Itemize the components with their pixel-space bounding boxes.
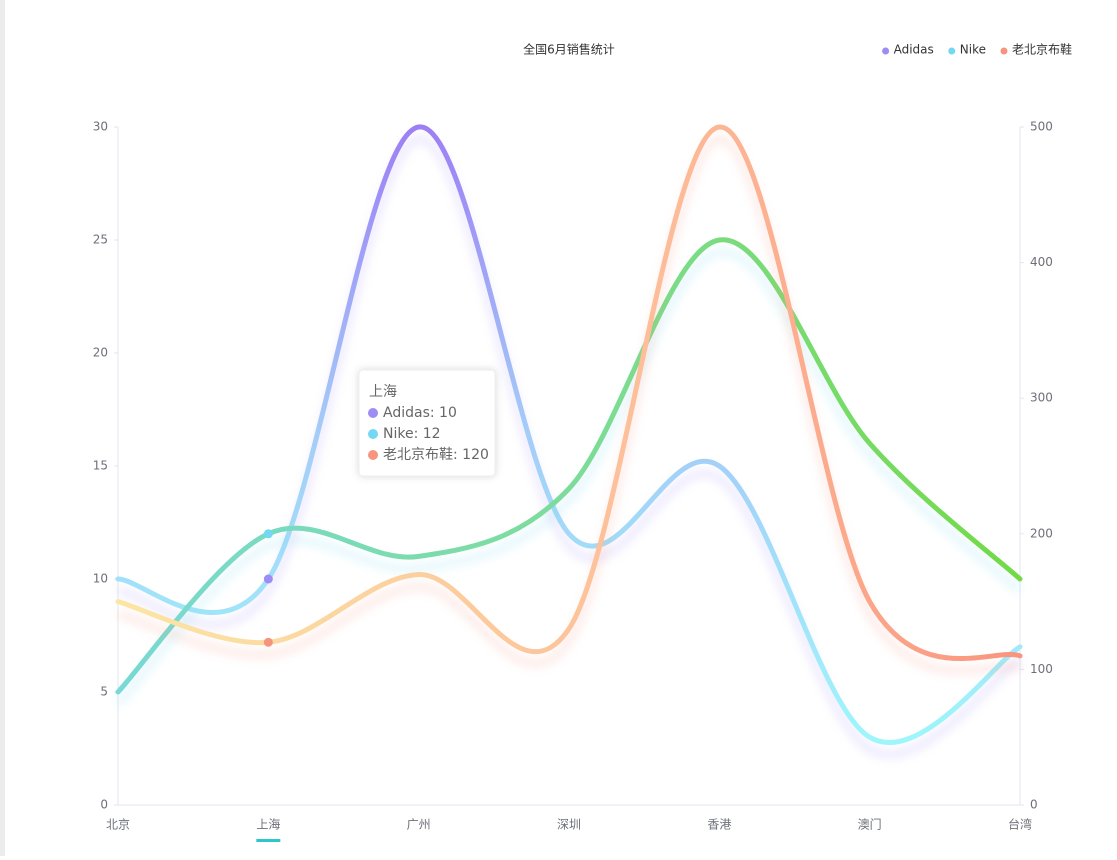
series-line	[115, 124, 1023, 662]
legend-marker	[948, 47, 956, 55]
x-tick-label: 上海	[256, 817, 280, 832]
tooltip-item: 老北京布鞋: 120	[383, 447, 489, 463]
y-tick-label: 10	[93, 572, 108, 586]
line-shadow	[115, 248, 1023, 707]
x-tick-label: 北京	[106, 818, 130, 832]
chart-title: 全国6月销售统计	[523, 42, 615, 57]
y2-tick-label: 0	[1030, 798, 1038, 812]
series-line	[115, 124, 1023, 746]
legend-marker	[882, 47, 890, 55]
y2-tick-label: 400	[1030, 255, 1053, 269]
line-shadow	[117, 135, 1022, 674]
axis-pointer	[256, 839, 281, 842]
tooltip-item: Adidas: 10	[383, 405, 457, 421]
tooltip-marker	[368, 408, 378, 418]
hover-point	[263, 574, 273, 584]
y-tick-label: 0	[100, 798, 108, 812]
tooltip: 上海 Adidas: 10 Nike: 12 老北京布鞋: 120	[358, 369, 496, 477]
x-tick-label: 深圳	[557, 818, 581, 832]
tooltip-item: Nike: 12	[383, 426, 441, 442]
legend-marker	[1000, 47, 1008, 55]
legend-label: Nike	[960, 43, 986, 57]
y2-tick-label: 500	[1030, 120, 1053, 134]
y-tick-label: 5	[100, 685, 108, 699]
y2-tick-label: 200	[1030, 526, 1053, 540]
y-tick-label: 25	[93, 233, 108, 247]
page-edge	[0, 0, 5, 856]
line-shadow	[117, 136, 1022, 758]
y-tick-label: 20	[93, 346, 108, 360]
y2-tick-label: 300	[1030, 391, 1053, 405]
y2-tick-label: 100	[1030, 662, 1053, 676]
x-tick-label: 台湾	[1008, 817, 1032, 832]
y-tick-label: 30	[93, 120, 108, 134]
hover-point	[263, 529, 273, 539]
tooltip-marker	[368, 429, 378, 439]
tooltip-box	[358, 369, 496, 477]
hover-point	[263, 637, 273, 647]
x-tick-label: 澳门	[858, 817, 882, 832]
tooltip-marker	[368, 450, 378, 460]
x-tick-label: 广州	[407, 818, 431, 832]
y-tick-label: 15	[93, 459, 108, 473]
legend-label: 老北京布鞋	[1012, 42, 1072, 57]
legend-label: Adidas	[894, 43, 934, 57]
tooltip-title: 上海	[369, 384, 397, 400]
x-tick-label: 香港	[707, 818, 731, 832]
